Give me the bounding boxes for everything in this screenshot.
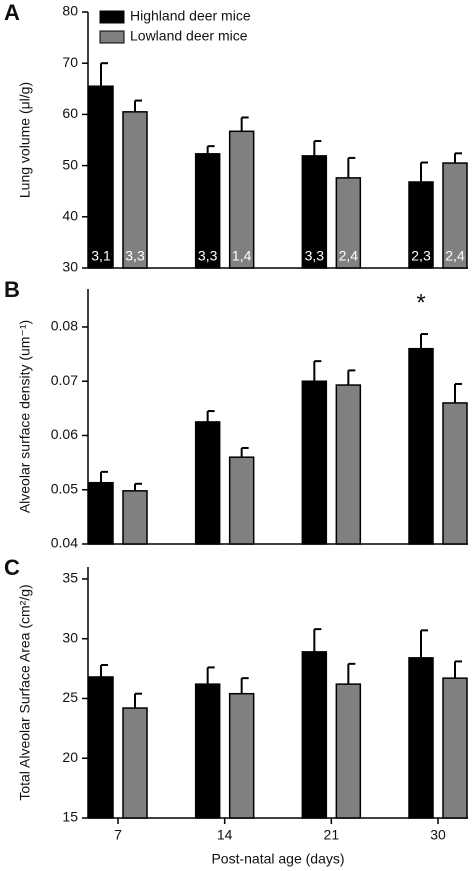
bar xyxy=(122,707,148,819)
y-tick-label: 20 xyxy=(62,749,78,765)
y-axis-label: Total Alveolar Surface Area (cm²/g) xyxy=(17,584,33,800)
legend-label: Lowland deer mice xyxy=(130,28,248,44)
x-axis-label: Post-natal age (days) xyxy=(211,851,344,867)
bar xyxy=(408,181,434,269)
bar-label: 2,4 xyxy=(339,248,359,264)
y-tick-label: 30 xyxy=(62,629,78,645)
bar-label: 3,3 xyxy=(305,248,325,264)
y-tick-label: 0.05 xyxy=(51,480,78,496)
bar-label: 3,3 xyxy=(125,248,145,264)
bar xyxy=(194,153,221,269)
bar xyxy=(408,657,434,819)
bar-label: 1,4 xyxy=(232,248,252,264)
y-tick-label: 30 xyxy=(62,259,78,275)
y-tick-label: 40 xyxy=(62,208,78,224)
bar xyxy=(194,683,221,819)
y-tick-label: 50 xyxy=(62,156,78,172)
bar xyxy=(88,85,114,269)
bar xyxy=(301,155,328,269)
y-tick-label: 0.08 xyxy=(51,318,78,334)
legend-swatch xyxy=(99,10,125,24)
bar xyxy=(228,456,255,545)
x-tick-label: 21 xyxy=(324,827,340,843)
y-axis-label: Lung volume (μl/g) xyxy=(17,82,33,198)
y-tick-label: 0.06 xyxy=(51,426,78,442)
bar-label: 3,3 xyxy=(198,248,218,264)
bar-label: 2,3 xyxy=(411,248,431,264)
bar xyxy=(301,380,328,545)
panel-letter: A xyxy=(4,0,20,25)
y-tick-label: 70 xyxy=(62,54,78,70)
bar xyxy=(122,490,148,545)
legend-label: Highland deer mice xyxy=(130,8,251,24)
x-tick-label: 14 xyxy=(217,827,233,843)
y-tick-label: 0.04 xyxy=(51,535,78,551)
panel-letter: C xyxy=(4,555,20,580)
bar-label: 2,4 xyxy=(445,248,465,264)
bar xyxy=(335,384,362,545)
bar xyxy=(335,177,362,269)
y-tick-label: 35 xyxy=(62,570,78,586)
x-tick-label: 7 xyxy=(114,827,122,843)
bar xyxy=(88,676,114,819)
bar xyxy=(301,651,328,819)
x-tick-label: 30 xyxy=(430,827,446,843)
annotation: * xyxy=(416,289,425,316)
y-tick-label: 60 xyxy=(62,105,78,121)
bar xyxy=(194,421,221,545)
bar xyxy=(442,677,468,819)
bar xyxy=(122,111,148,269)
bar-label: 3,1 xyxy=(91,248,111,264)
legend-swatch xyxy=(99,30,125,44)
bar xyxy=(88,481,114,545)
bar xyxy=(228,692,255,819)
bar xyxy=(442,402,468,545)
y-axis-label: Alveolar surface density (um⁻¹) xyxy=(17,320,33,513)
bar xyxy=(335,683,362,819)
y-tick-label: 25 xyxy=(62,689,78,705)
bar xyxy=(408,347,434,545)
bar xyxy=(442,162,468,269)
y-tick-label: 80 xyxy=(62,3,78,19)
bar xyxy=(228,130,255,269)
y-tick-label: 15 xyxy=(62,809,78,825)
panel-letter: B xyxy=(4,277,20,302)
y-tick-label: 0.07 xyxy=(51,372,78,388)
